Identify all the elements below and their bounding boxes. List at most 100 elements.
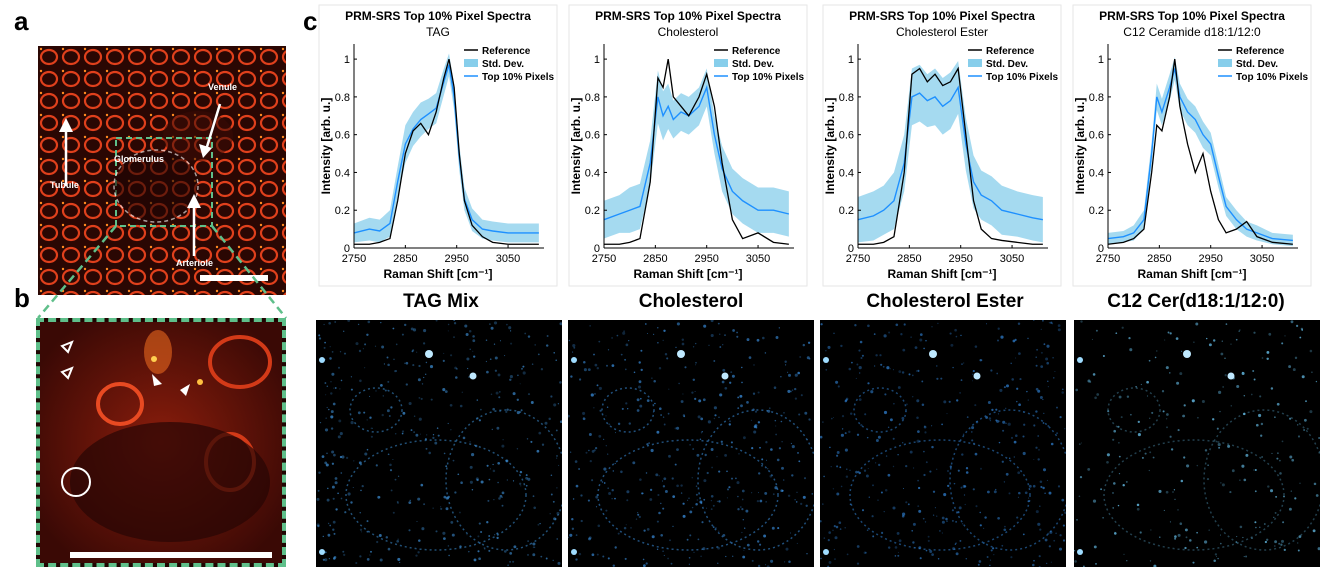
image-speckle xyxy=(728,423,731,426)
image-speckle xyxy=(550,493,553,496)
image-speckle xyxy=(984,516,987,519)
legend-label: Top 10% Pixels xyxy=(732,72,805,83)
image-speckle xyxy=(325,394,327,396)
image-speckle xyxy=(662,416,665,418)
image-speckle xyxy=(1094,396,1097,400)
image-speckle xyxy=(907,503,910,506)
image-speckle xyxy=(660,502,662,505)
image-speckle xyxy=(724,386,728,390)
image-speckle xyxy=(1153,564,1157,567)
image-speckle xyxy=(657,327,659,329)
image-speckle xyxy=(335,508,338,511)
image-speckle xyxy=(879,354,882,357)
image-speckle xyxy=(806,356,810,360)
image-speckle xyxy=(1241,464,1245,468)
image-speckle xyxy=(1216,427,1219,430)
image-speckle xyxy=(1146,380,1149,384)
image-speckle xyxy=(607,349,610,351)
image-speckle xyxy=(657,341,659,344)
image-speckle xyxy=(765,459,768,461)
image-speckle xyxy=(494,534,496,536)
bright-spot xyxy=(823,357,829,363)
image-speckle xyxy=(510,330,512,332)
image-speckle xyxy=(556,487,558,489)
image-speckle xyxy=(469,348,471,350)
image-speckle xyxy=(1016,400,1018,403)
image-speckle xyxy=(917,430,920,433)
image-speckle xyxy=(1095,329,1098,332)
image-speckle xyxy=(1207,464,1209,466)
legend-label: Std. Dev. xyxy=(732,59,774,70)
image-speckle xyxy=(936,377,939,380)
image-speckle xyxy=(714,414,717,417)
image-speckle xyxy=(773,386,777,389)
image-speckle xyxy=(1006,384,1009,388)
image-speckle xyxy=(1279,459,1281,462)
image-speckle xyxy=(961,453,964,456)
image-speckle xyxy=(783,412,785,414)
image-speckle xyxy=(1317,547,1320,551)
image-speckle xyxy=(1087,467,1091,471)
image-speckle xyxy=(1107,410,1110,413)
image-speckle xyxy=(835,380,839,384)
image-speckle xyxy=(1230,343,1232,345)
image-speckle xyxy=(488,535,491,537)
image-speckle xyxy=(366,520,369,523)
image-speckle xyxy=(626,490,630,494)
image-speckle xyxy=(700,432,703,434)
image-speckle xyxy=(916,416,919,420)
image-speckle xyxy=(889,418,893,422)
image-speckle xyxy=(1048,491,1052,495)
image-speckle xyxy=(1266,357,1269,361)
image-speckle xyxy=(1243,395,1246,397)
image-speckle xyxy=(873,333,876,335)
image-speckle xyxy=(472,335,475,338)
image-speckle xyxy=(905,403,908,406)
image-speckle xyxy=(931,326,933,328)
image-speckle xyxy=(765,441,768,444)
image-speckle xyxy=(724,454,727,457)
image-speckle xyxy=(701,431,703,433)
image-speckle xyxy=(1047,386,1049,388)
image-speckle xyxy=(833,548,836,551)
image-speckle xyxy=(344,511,347,514)
image-speckle xyxy=(1120,416,1123,419)
image-speckle xyxy=(497,481,499,484)
image-speckle xyxy=(1283,496,1285,498)
image-speckle xyxy=(726,497,728,499)
image-speckle xyxy=(371,427,374,429)
legend-swatch xyxy=(464,59,478,67)
image-speckle xyxy=(1011,378,1014,381)
image-speckle xyxy=(587,368,591,372)
image-speckle xyxy=(489,323,491,325)
image-speckle xyxy=(671,477,674,480)
image-speckle xyxy=(927,535,930,538)
image-speckle xyxy=(1118,395,1122,399)
image-speckle xyxy=(855,470,858,474)
image-speckle xyxy=(746,338,750,342)
image-speckle xyxy=(1304,418,1307,422)
image-speckle xyxy=(330,415,334,419)
image-speckle xyxy=(325,463,329,467)
image-speckle xyxy=(681,338,684,341)
image-speckle xyxy=(765,501,767,503)
image-speckle xyxy=(985,416,988,419)
image-speckle xyxy=(741,531,743,534)
image-speckle xyxy=(382,395,384,397)
image-speckle xyxy=(443,352,445,354)
image-speckle xyxy=(1092,373,1096,376)
image-speckle xyxy=(858,471,861,475)
image-speckle xyxy=(1106,453,1110,457)
image-speckle xyxy=(405,383,408,386)
image-speckle xyxy=(649,488,653,492)
image-speckle xyxy=(822,503,824,505)
image-speckle xyxy=(415,554,418,557)
image-speckle xyxy=(936,468,938,470)
image-speckle xyxy=(1220,352,1224,356)
image-speckle xyxy=(1222,386,1224,388)
image-speckle xyxy=(808,357,811,360)
x-tick-label: 2950 xyxy=(1198,253,1222,265)
image-speckle xyxy=(496,426,500,430)
image-speckle xyxy=(1204,540,1208,544)
image-speckle xyxy=(1297,424,1299,426)
